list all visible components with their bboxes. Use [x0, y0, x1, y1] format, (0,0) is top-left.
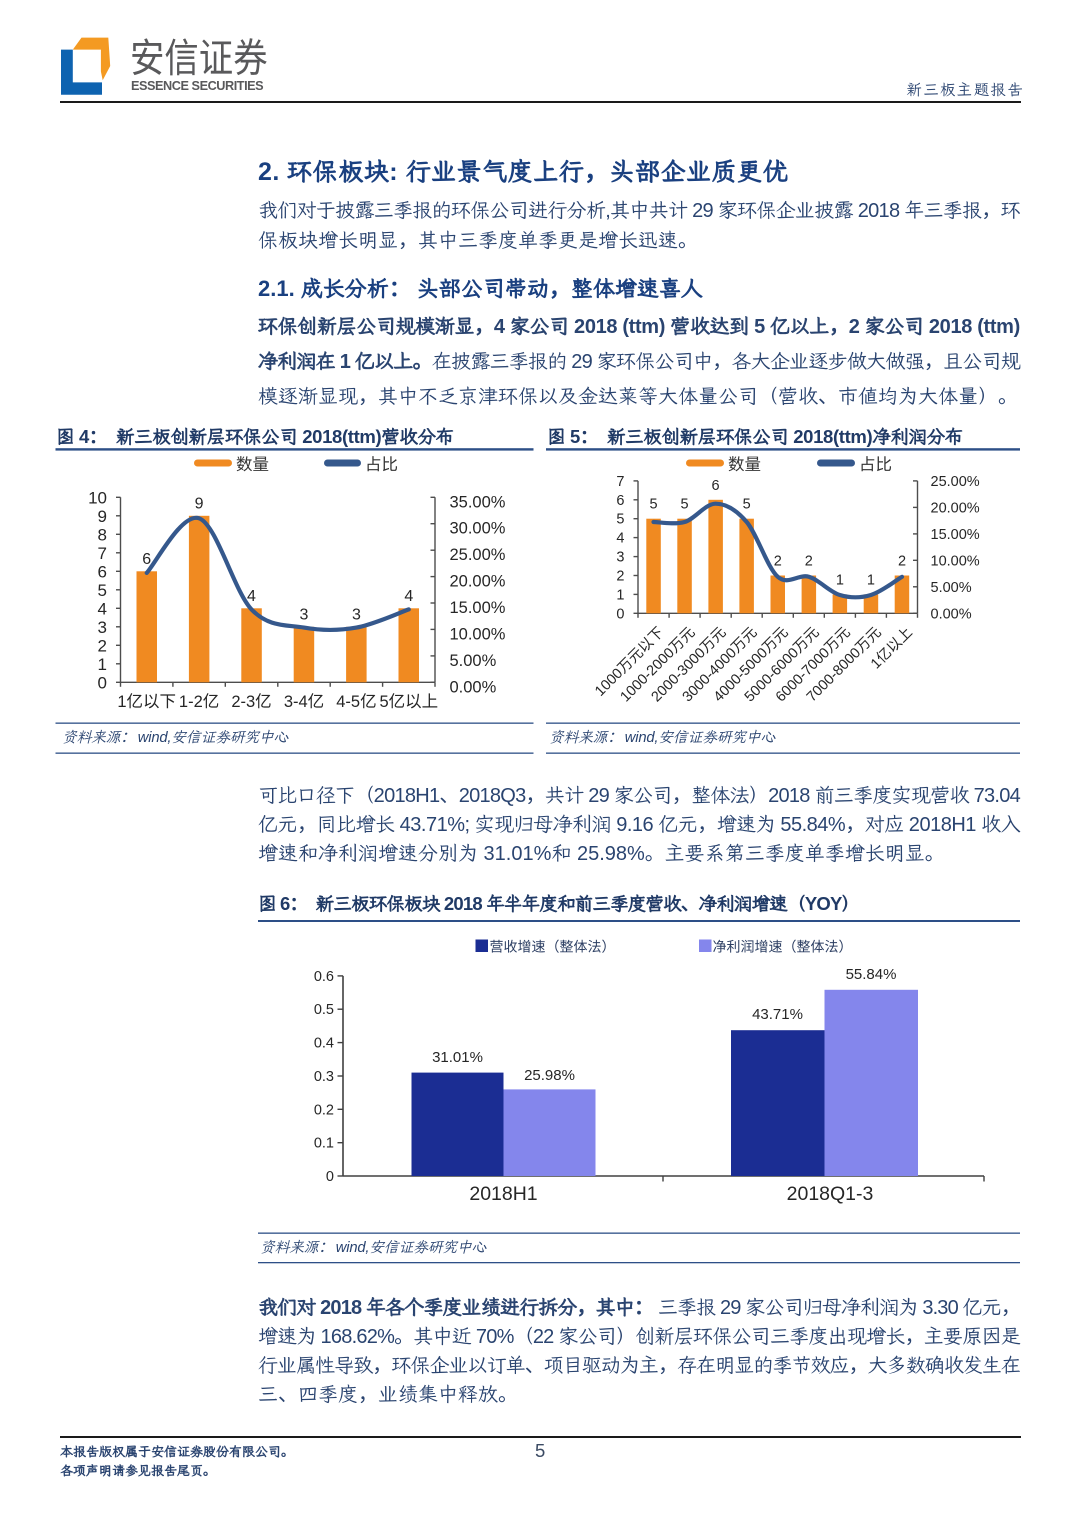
svg-text:2: 2 [898, 554, 906, 570]
svg-text:35.00%: 35.00% [450, 493, 506, 511]
svg-text:4: 4 [616, 531, 624, 547]
svg-text:6: 6 [142, 551, 151, 568]
svg-text:8: 8 [98, 525, 107, 544]
svg-text:55.84%: 55.84% [846, 966, 897, 983]
svg-text:2018Q1-3: 2018Q1-3 [787, 1183, 874, 1205]
svg-text:4: 4 [404, 588, 413, 605]
svg-text:7: 7 [616, 474, 624, 490]
svg-text:0: 0 [326, 1169, 334, 1185]
svg-text:4: 4 [98, 599, 107, 618]
svg-text:5.00%: 5.00% [450, 652, 497, 670]
svg-text:3: 3 [300, 606, 309, 623]
svg-text:5: 5 [743, 497, 751, 513]
svg-text:2: 2 [774, 554, 782, 570]
svg-text:4-5亿: 4-5亿 [336, 693, 376, 711]
svg-text:5: 5 [98, 581, 107, 600]
svg-text:5: 5 [681, 497, 689, 513]
svg-text:3-4亿: 3-4亿 [284, 693, 324, 711]
svg-text:10.00%: 10.00% [450, 625, 506, 643]
svg-text:0.1: 0.1 [314, 1136, 334, 1152]
svg-text:0.4: 0.4 [314, 1036, 334, 1052]
svg-text:0.6: 0.6 [314, 969, 334, 985]
svg-text:图 5： 新三板创新层环保公司 2018(ttm)净利润分布: 图 5： 新三板创新层环保公司 2018(ttm)净利润分布 [547, 424, 963, 449]
svg-text:2018H1: 2018H1 [469, 1183, 537, 1205]
svg-text:10: 10 [88, 488, 107, 507]
svg-text:2: 2 [616, 569, 624, 585]
svg-text:25.98%: 25.98% [524, 1067, 575, 1084]
svg-text:5.00%: 5.00% [931, 580, 972, 596]
svg-text:4: 4 [247, 588, 256, 605]
svg-text:6: 6 [712, 478, 720, 494]
svg-text:图 4： 新三板创新层环保公司 2018(ttm)营收分布: 图 4： 新三板创新层环保公司 2018(ttm)营收分布 [56, 424, 454, 449]
svg-text:数量: 数量 [728, 456, 761, 474]
svg-text:15.00%: 15.00% [450, 599, 506, 617]
svg-text:31.01%: 31.01% [432, 1049, 483, 1066]
svg-text:1: 1 [616, 587, 624, 603]
svg-text:30.00%: 30.00% [450, 520, 506, 538]
svg-text:9: 9 [98, 507, 107, 526]
svg-text:资料来源： wind,安信证券研究中心: 资料来源： wind,安信证券研究中心 [549, 726, 776, 747]
svg-text:占比: 占比 [859, 456, 892, 474]
svg-text:资料来源： wind,安信证券研究中心: 资料来源： wind,安信证券研究中心 [62, 726, 289, 747]
svg-text:0.2: 0.2 [314, 1102, 334, 1118]
svg-text:2: 2 [805, 554, 813, 570]
svg-text:3: 3 [352, 606, 361, 623]
svg-text:1-2亿: 1-2亿 [179, 693, 219, 711]
svg-text:0.00%: 0.00% [450, 678, 497, 696]
svg-text:1亿以下: 1亿以下 [117, 693, 176, 711]
svg-text:0: 0 [98, 673, 107, 692]
svg-text:占比: 占比 [365, 456, 398, 474]
svg-text:0.5: 0.5 [314, 1002, 334, 1018]
svg-text:9: 9 [195, 495, 204, 512]
svg-text:净利润增速（整体法）: 净利润增速（整体法） [713, 939, 853, 955]
svg-text:0: 0 [616, 606, 624, 622]
svg-text:0.00%: 0.00% [931, 606, 972, 622]
svg-text:5: 5 [649, 497, 657, 513]
svg-text:6: 6 [616, 493, 624, 509]
svg-text:3: 3 [616, 550, 624, 566]
svg-text:营收增速（整体法）: 营收增速（整体法） [490, 939, 616, 955]
svg-text:1: 1 [867, 572, 875, 588]
svg-text:2: 2 [98, 636, 107, 655]
svg-text:数量: 数量 [236, 456, 269, 474]
svg-text:5: 5 [616, 512, 624, 528]
svg-text:2-3亿: 2-3亿 [231, 693, 271, 711]
svg-text:10.00%: 10.00% [931, 553, 980, 569]
svg-text:0.3: 0.3 [314, 1069, 334, 1085]
svg-text:20.00%: 20.00% [931, 500, 980, 516]
svg-text:1: 1 [98, 655, 107, 674]
svg-text:20.00%: 20.00% [450, 573, 506, 591]
svg-text:25.00%: 25.00% [450, 546, 506, 564]
svg-text:25.00%: 25.00% [931, 474, 980, 490]
svg-text:15.00%: 15.00% [931, 527, 980, 543]
svg-text:6: 6 [98, 562, 107, 581]
svg-text:资料来源： wind,安信证券研究中心: 资料来源： wind,安信证券研究中心 [260, 1236, 487, 1257]
svg-text:1: 1 [836, 572, 844, 588]
svg-text:5亿以上: 5亿以上 [379, 693, 438, 711]
svg-text:3: 3 [98, 618, 107, 637]
svg-text:43.71%: 43.71% [752, 1006, 803, 1023]
svg-text:7: 7 [98, 544, 107, 563]
